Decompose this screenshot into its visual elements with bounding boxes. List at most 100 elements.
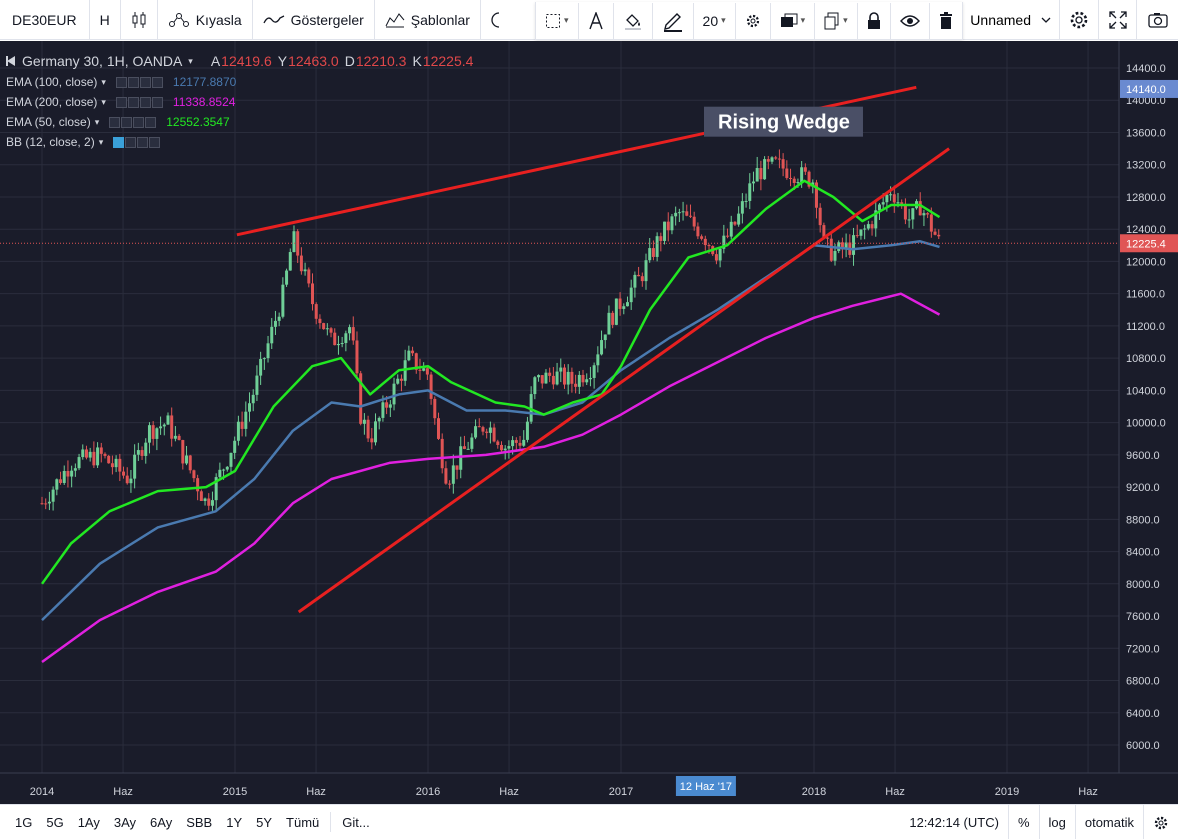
compare-button[interactable]: Kıyasla [158,0,253,40]
candle-body [170,415,174,439]
candle-body [911,208,915,220]
indicator-bb[interactable]: BB (12, close, 2) ▾ [6,132,473,152]
range-5y[interactable]: 5Y [256,814,273,830]
range-5d[interactable]: 5G [46,814,64,830]
chevron-down-icon[interactable]: ▾ [188,55,193,66]
gear-icon[interactable] [125,136,137,148]
settings-button[interactable] [736,2,771,39]
candle-body [396,378,400,384]
range-6m[interactable]: 6Ay [150,814,173,830]
gear-icon[interactable] [127,76,139,88]
indicator-ema50[interactable]: EMA (50, close) ▾ 12552.3547 [6,112,473,132]
annotation-box[interactable] [703,106,863,137]
ema50-line[interactable] [40,179,941,585]
candle-body [40,503,44,505]
candle-body [240,421,244,429]
auto-scale-toggle[interactable]: otomatik [1074,805,1143,839]
visibility-icon[interactable] [115,76,127,88]
range-3m[interactable]: 3Ay [113,814,137,830]
time-tick-label: Haz [499,786,519,798]
chevron-down-icon[interactable]: ▾ [101,76,106,87]
interval-button[interactable]: H [90,0,121,40]
candle-body [807,171,811,187]
layout-name-dropdown[interactable]: Unnamed [966,0,1060,40]
candle-body [81,449,85,458]
more-icon[interactable] [139,76,151,88]
range-1d[interactable]: 1G [15,814,33,830]
price-tick-label: 8800.0 [1126,514,1160,526]
snapshot-button[interactable] [1136,0,1178,40]
hide-button[interactable] [891,2,930,39]
chevron-down-icon[interactable]: ▾ [98,136,104,147]
fullscreen-button[interactable] [1098,0,1136,40]
range-all[interactable]: Tümü [286,814,320,830]
goto-date-button[interactable]: Git... [342,814,370,830]
time-tick-label: 2018 [802,786,826,798]
candle-body [92,451,96,466]
visual-order-button[interactable]: ▾ [771,2,816,39]
symbol-search-button[interactable]: DE30EUR [0,0,90,40]
candle-body [688,215,692,217]
line-color-button[interactable] [653,2,694,39]
more-icon[interactable] [139,96,151,108]
close-icon[interactable] [145,116,157,128]
copy-icon [824,12,839,29]
candle-body [436,418,440,439]
visibility-icon[interactable] [113,136,125,148]
delete-button[interactable] [930,3,962,39]
line-width-dropdown[interactable]: 20 ▾ [694,2,736,39]
candle-body [700,236,704,239]
chart-pane[interactable]: 14400.0 14000.0 13600.0 13200.0 12800.0 12400… [0,41,1178,804]
price-tick-label: 12800.0 [1126,192,1166,204]
candle-body [726,235,730,237]
indicator-ema200[interactable]: EMA (200, close) ▾ 11338.8524 [6,92,473,112]
candle-body [562,367,566,385]
chevron-down-icon [1041,17,1051,23]
candle-body [892,194,896,203]
eye-icon [899,14,920,27]
chart-style-button[interactable] [121,0,158,40]
series-title[interactable]: Germany 30, 1H, OANDA [22,53,183,69]
annotation-text[interactable]: Rising Wedge [718,112,850,134]
ema200-line[interactable] [41,292,941,664]
chart-settings-button[interactable] [1060,0,1098,40]
close-icon[interactable] [151,76,163,88]
range-1y[interactable]: 1Y [226,814,243,830]
close-icon[interactable] [149,136,161,148]
percent-scale-toggle[interactable]: % [1007,805,1039,839]
indicators-button[interactable]: Göstergeler [253,0,375,40]
scale-settings-button[interactable] [1143,805,1178,839]
visibility-icon[interactable] [115,96,127,108]
gear-icon[interactable] [121,116,133,128]
gear-icon [1070,11,1088,29]
clock[interactable]: 12:42:14 (UTC) [909,815,999,830]
candle-body [614,298,618,325]
visibility-icon[interactable] [109,116,121,128]
indicator-ema100[interactable]: EMA (100, close) ▾ 12177.8870 [6,72,473,92]
close-icon[interactable] [151,96,163,108]
range-1m[interactable]: 1Ay [77,814,100,830]
candle-body [96,447,100,466]
chevron-down-icon[interactable]: ▾ [101,96,106,107]
lock-button[interactable] [858,2,891,39]
chevron-down-icon[interactable]: ▾ [94,116,100,127]
layout-name-label: Unnamed [970,12,1031,28]
more-icon[interactable] [133,116,145,128]
text-tool-button[interactable] [579,2,614,39]
alert-button[interactable] [481,0,511,40]
candle-body [244,411,248,429]
more-icon[interactable] [137,136,149,148]
ema100-line[interactable] [41,240,940,621]
gear-icon[interactable] [127,96,139,108]
selection-tool-button[interactable]: ▾ [536,2,579,39]
candle-body [877,204,881,211]
clone-button[interactable]: ▾ [815,2,858,39]
fill-color-button[interactable] [614,2,653,39]
price-chart[interactable]: 14400.0 14000.0 13600.0 13200.0 12800.0 12400… [0,41,1178,804]
range-ytd[interactable]: SBB [186,814,213,830]
trendline-lower[interactable] [297,147,950,614]
collapse-legend-icon[interactable] [6,55,16,67]
log-scale-toggle[interactable]: log [1038,805,1075,839]
candle-body [533,377,537,395]
templates-button[interactable]: Şablonlar [375,0,481,40]
